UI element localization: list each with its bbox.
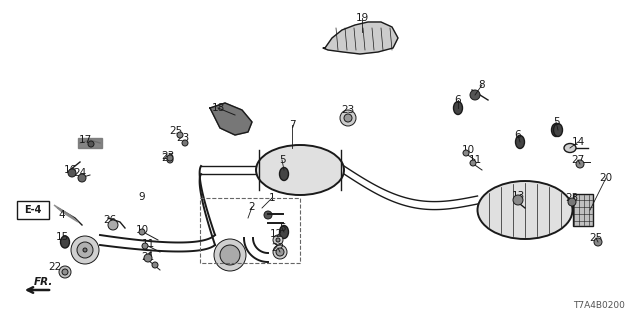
Text: 19: 19 [355,13,369,23]
Text: 15: 15 [56,232,68,242]
Text: 27: 27 [572,155,584,165]
Polygon shape [78,138,102,148]
Text: 2: 2 [249,202,255,212]
Text: 21: 21 [141,252,155,262]
Circle shape [214,239,246,271]
FancyBboxPatch shape [17,201,49,219]
Circle shape [139,229,145,235]
Circle shape [167,155,173,161]
Text: 20: 20 [600,173,612,183]
Circle shape [273,235,283,245]
Ellipse shape [280,167,289,180]
Text: FR.: FR. [33,277,52,287]
Circle shape [108,220,118,230]
Circle shape [463,150,469,156]
Ellipse shape [454,101,463,115]
Text: 5: 5 [553,117,559,127]
Text: 5: 5 [278,223,285,233]
Text: 9: 9 [139,192,145,202]
Text: 22: 22 [49,262,61,272]
Circle shape [167,157,173,163]
Text: 25: 25 [170,126,182,136]
Circle shape [340,110,356,126]
Text: 13: 13 [511,191,525,201]
Circle shape [470,90,480,100]
Text: 4: 4 [59,210,65,220]
Circle shape [273,245,287,259]
Polygon shape [323,22,398,54]
Circle shape [568,198,576,206]
Circle shape [83,248,87,252]
Circle shape [68,169,76,177]
Text: 8: 8 [479,80,485,90]
Text: 22: 22 [271,243,285,253]
Circle shape [264,211,272,219]
Text: 14: 14 [572,137,584,147]
Ellipse shape [477,181,573,239]
Circle shape [77,242,93,258]
Text: 25: 25 [589,233,603,243]
Text: 6: 6 [454,95,461,105]
Text: 11: 11 [141,239,155,249]
Circle shape [152,262,158,268]
Circle shape [470,160,476,166]
Ellipse shape [515,135,525,148]
Text: 10: 10 [461,145,475,155]
Text: 6: 6 [515,130,522,140]
Circle shape [59,266,71,278]
Circle shape [576,160,584,168]
Ellipse shape [554,124,563,137]
Circle shape [182,140,188,146]
Circle shape [513,195,523,205]
Text: E-4: E-4 [24,205,42,215]
Circle shape [142,243,148,249]
Circle shape [220,245,240,265]
Text: 12: 12 [269,229,283,239]
Circle shape [78,174,86,182]
Text: 3: 3 [145,250,151,260]
Circle shape [71,236,99,264]
Circle shape [344,114,352,122]
Circle shape [62,269,68,275]
Bar [200,198,300,263]
Text: 23: 23 [341,105,355,115]
Text: 18: 18 [211,103,225,113]
Text: 24: 24 [74,168,86,178]
Circle shape [80,245,90,255]
Text: 7: 7 [289,120,295,130]
Text: 1: 1 [269,193,275,203]
Text: 23: 23 [177,133,189,143]
Text: 23: 23 [161,151,175,161]
Circle shape [276,248,284,256]
Ellipse shape [256,145,344,195]
Text: 11: 11 [468,155,482,165]
Ellipse shape [564,143,576,153]
Text: 17: 17 [78,135,92,145]
Text: 16: 16 [63,165,77,175]
Circle shape [177,132,183,138]
Text: 23: 23 [565,193,579,203]
Text: T7A4B0200: T7A4B0200 [573,301,625,310]
Polygon shape [210,103,252,135]
Ellipse shape [280,226,289,238]
Circle shape [276,238,280,242]
Text: 25: 25 [161,153,175,163]
Circle shape [594,238,602,246]
Polygon shape [54,205,78,222]
Bar [573,194,593,226]
Text: 26: 26 [104,215,116,225]
Text: 5: 5 [278,155,285,165]
Circle shape [144,254,152,262]
Circle shape [88,141,94,147]
Ellipse shape [552,124,561,137]
Ellipse shape [61,236,70,248]
Text: 10: 10 [136,225,148,235]
